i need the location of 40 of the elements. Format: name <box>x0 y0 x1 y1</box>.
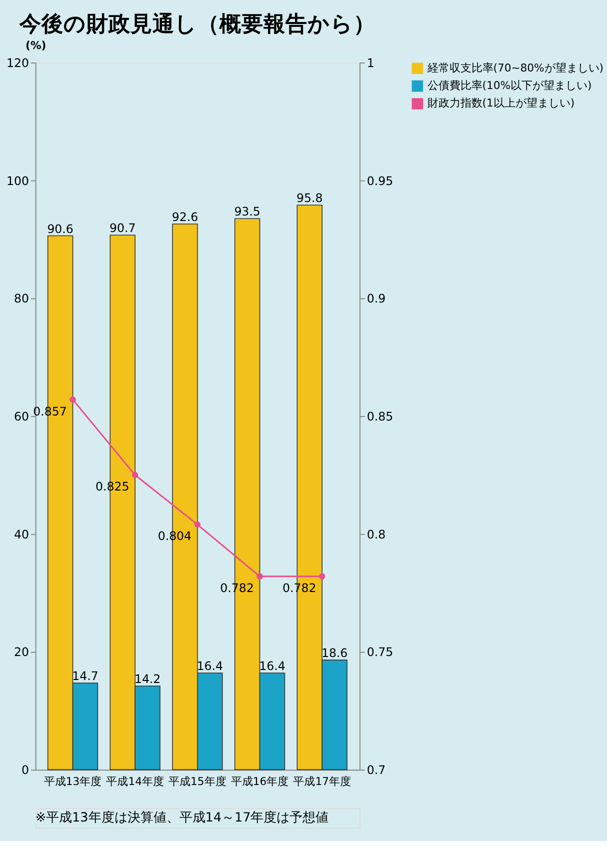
y-tick-label: 0 <box>21 763 29 778</box>
legend-label: 公債費比率(10%以下が望ましい) <box>427 79 592 92</box>
text: ※平成13年度は決算値、平成14～17年度は予想値 <box>35 810 329 826</box>
y2-tick-label: 0.95 <box>366 174 394 188</box>
y-tick-label: 120 <box>6 56 29 70</box>
y-axis-title: (%) <box>26 39 46 52</box>
legend-label: 経常収支比率(70~80%が望ましい) <box>426 61 604 74</box>
point <box>132 472 138 478</box>
data-label: 18.6 <box>321 646 348 660</box>
y2-tick-label: 0.7 <box>366 763 386 778</box>
data-label: 16.4 <box>196 659 223 674</box>
y-tick-label: 60 <box>14 410 29 424</box>
data-label: 95.8 <box>296 191 323 206</box>
y-tick-label: 80 <box>14 292 29 306</box>
data-label: 92.6 <box>172 210 198 224</box>
x-tick-label: 平成13年度 <box>44 774 102 788</box>
legend-label: 財政力指数(1以上が望ましい) <box>427 96 575 110</box>
point <box>70 396 76 403</box>
data-label: 90.6 <box>47 222 74 236</box>
data-label: 14.7 <box>72 669 98 684</box>
x-tick-label: 平成16年度 <box>230 774 289 788</box>
y2-tick-label: 1 <box>366 56 374 70</box>
y-tick-label: 40 <box>14 527 29 542</box>
y-tick-label: 100 <box>6 174 29 188</box>
data-label: 16.4 <box>259 659 286 674</box>
x-tick-label: 平成14年度 <box>106 774 164 788</box>
point <box>194 521 201 528</box>
y2-tick-label: 0.85 <box>366 410 394 424</box>
point <box>318 573 326 580</box>
y2-tick-label: 0.75 <box>366 645 394 660</box>
data-label: 14.2 <box>134 672 161 686</box>
y2-tick-label: 0.9 <box>366 292 386 306</box>
y-tick-label: 20 <box>14 645 29 660</box>
x-tick-label: 平成17年度 <box>293 774 351 788</box>
y2-tick-label: 0.8 <box>366 527 386 542</box>
chart-title: 今後の財政見通し（概要報告から） <box>18 12 376 38</box>
x-tick-label: 平成15年度 <box>168 774 226 788</box>
data-label: 90.7 <box>110 221 136 236</box>
point <box>256 573 263 580</box>
data-label: 93.5 <box>234 204 260 219</box>
